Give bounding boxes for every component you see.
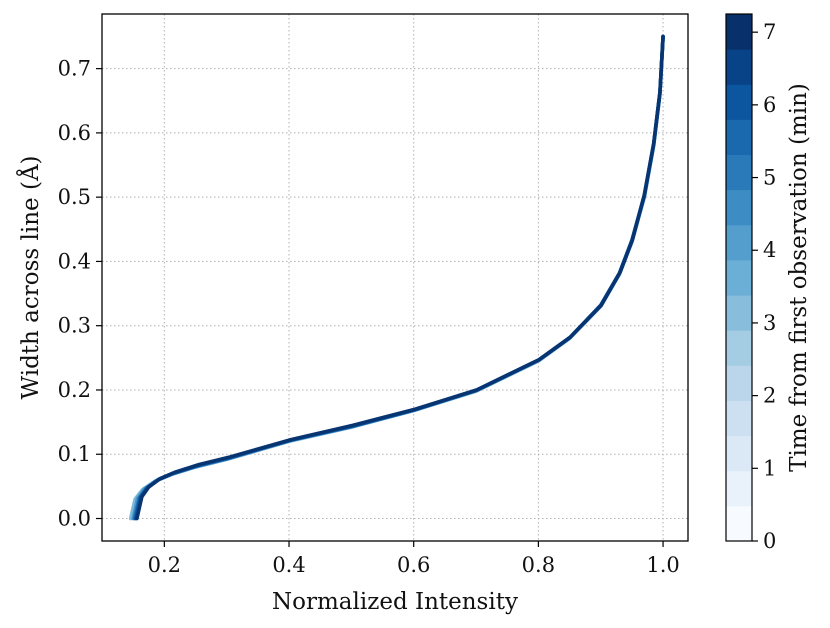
series-line	[131, 34, 665, 521]
colorbar: 0 1 2 3 4 5 6 7	[725, 13, 776, 553]
colorbar-tick-label: 1	[763, 456, 776, 480]
colorbar-label: Time from first observation (min)	[786, 83, 812, 472]
colorbar-segment	[726, 49, 752, 85]
x-tick-label: 1.0	[646, 553, 679, 577]
colorbar-segment	[726, 505, 752, 542]
colorbar-tick-label: 5	[763, 166, 776, 190]
y-axis-ticks: 0.0 0.1 0.2 0.3 0.4 0.5 0.6 0.7	[58, 57, 102, 531]
y-tick-label: 0.1	[58, 442, 91, 466]
colorbar-segment	[726, 84, 752, 120]
y-tick-label: 0.4	[58, 249, 91, 273]
x-tick-label: 0.8	[522, 553, 555, 577]
colorbar-segment	[726, 14, 752, 50]
colorbar-tick-label: 3	[763, 311, 776, 335]
x-tick-label: 0.6	[397, 553, 430, 577]
colorbar-segment	[726, 365, 752, 401]
colorbar-frame	[725, 13, 753, 542]
y-tick-label: 0.7	[58, 57, 91, 81]
x-tick-label: 0.4	[272, 553, 305, 577]
y-tick-label: 0.0	[58, 507, 91, 531]
x-axis-ticks: 0.2 0.4 0.6 0.8 1.0	[148, 541, 680, 577]
y-tick-label: 0.6	[58, 121, 91, 145]
series-line	[128, 34, 665, 521]
colorbar-segment	[726, 400, 752, 437]
colorbar-tick-label: 4	[763, 238, 776, 262]
y-axis-label: Width across line (Å)	[16, 155, 44, 399]
colorbar-segment	[726, 330, 752, 366]
y-tick-label: 0.3	[58, 314, 91, 338]
x-tick-label: 0.2	[148, 553, 181, 577]
series-line	[135, 34, 665, 521]
colorbar-tick-label: 6	[763, 93, 776, 117]
colorbar-tick-label: 0	[763, 529, 776, 553]
series-line	[132, 34, 665, 521]
series-line	[133, 34, 665, 521]
series-lines	[128, 34, 665, 521]
colorbar-segment	[726, 435, 752, 472]
grid	[102, 14, 688, 541]
colorbar-segment	[726, 295, 752, 331]
plot-area-frame	[101, 13, 689, 542]
colorbar-segment	[726, 470, 752, 507]
y-tick-label: 0.5	[58, 185, 91, 209]
colorbar-segment	[726, 259, 752, 296]
y-tick-label: 0.2	[58, 378, 91, 402]
x-axis-label: Normalized Intensity	[272, 589, 518, 615]
colorbar-segment	[726, 154, 752, 191]
colorbar-segment	[726, 119, 752, 156]
colorbar-segment	[726, 224, 752, 261]
colorbar-tick-label: 2	[763, 384, 776, 408]
colorbar-tick-label: 7	[763, 20, 776, 44]
colorbar-segment	[726, 189, 752, 226]
